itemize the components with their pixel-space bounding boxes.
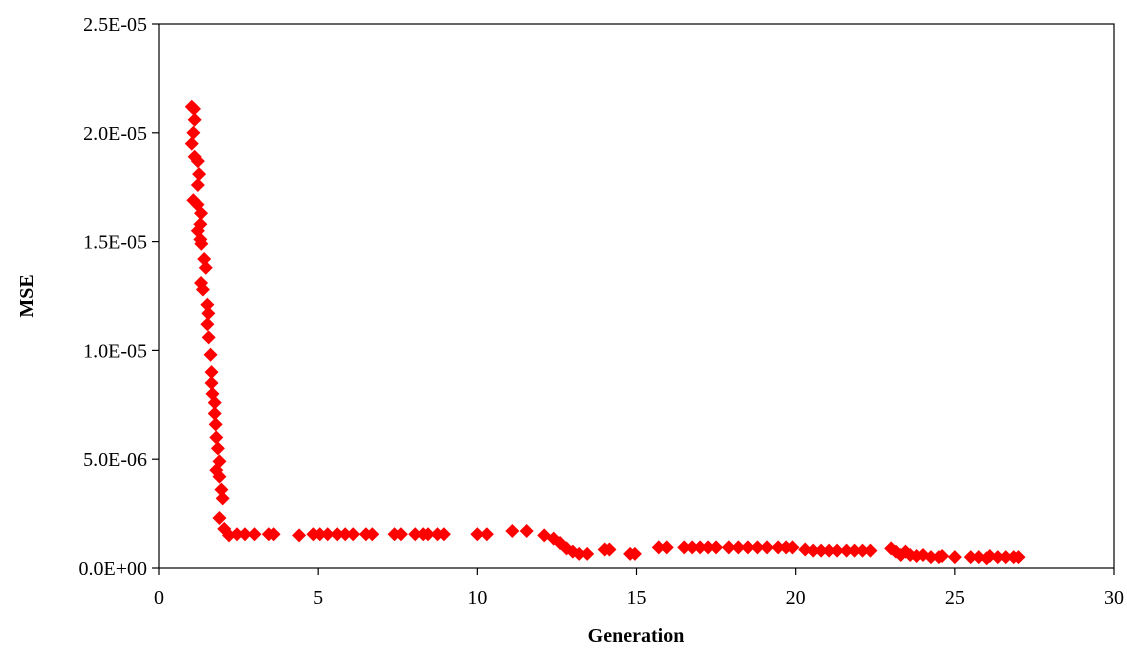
data-point (197, 252, 212, 267)
data-point (338, 527, 353, 542)
data-point (365, 527, 380, 542)
data-point (701, 540, 716, 555)
data-point (436, 527, 451, 542)
data-point (785, 540, 800, 555)
data-point (393, 527, 408, 542)
x-axis: 0 5 10 15 20 25 30 (154, 568, 1124, 609)
y-axis-title: MSE (16, 274, 38, 317)
data-point (198, 260, 213, 275)
data-point (209, 430, 224, 445)
data-point (822, 543, 837, 558)
data-point (204, 365, 219, 380)
data-point (420, 527, 435, 542)
data-point (237, 527, 252, 542)
data-point (470, 527, 485, 542)
data-point (200, 317, 215, 332)
data-point (990, 550, 1005, 565)
data-point (190, 154, 205, 169)
data-point (187, 101, 202, 116)
data-point (215, 491, 230, 506)
data-point (320, 527, 335, 542)
data-point (685, 540, 700, 555)
data-point (572, 546, 587, 561)
data-point (292, 528, 307, 543)
x-tick-label: 30 (1104, 587, 1124, 609)
data-point (201, 306, 216, 321)
data-point (212, 510, 227, 525)
data-point (212, 469, 227, 484)
data-point (312, 527, 327, 542)
data-point (677, 540, 692, 555)
y-tick-label: 1.5E-05 (83, 232, 147, 254)
data-point (731, 540, 746, 555)
x-tick-label: 10 (467, 587, 487, 609)
data-point (847, 543, 862, 558)
y-tick-label: 2.5E-05 (83, 14, 147, 36)
data-point (935, 549, 950, 564)
data-point (505, 524, 520, 539)
data-point (208, 417, 223, 432)
data-point (923, 550, 938, 565)
x-tick-label: 0 (154, 587, 164, 609)
data-point (863, 543, 878, 558)
data-point (709, 540, 724, 555)
data-point (627, 546, 642, 561)
y-tick-label: 1.0E-05 (83, 340, 147, 362)
x-axis-title: Generation (588, 625, 685, 647)
data-point (192, 167, 207, 182)
data-point (602, 542, 617, 557)
data-point (814, 543, 829, 558)
x-tick-label: 25 (945, 587, 965, 609)
data-point (830, 543, 845, 558)
data-point (806, 543, 821, 558)
data-point (479, 527, 494, 542)
x-tick-label: 20 (786, 587, 806, 609)
data-point (839, 543, 854, 558)
data-point (207, 395, 222, 410)
data-point (330, 527, 345, 542)
data-point (214, 482, 229, 497)
data-point (200, 297, 215, 312)
data-points (184, 99, 1026, 566)
data-point (190, 178, 205, 193)
data-point (229, 527, 244, 542)
data-point (760, 540, 775, 555)
data-point (194, 206, 209, 221)
data-point (519, 524, 534, 539)
data-point (1011, 550, 1026, 565)
data-point (693, 540, 708, 555)
data-point (184, 136, 199, 151)
y-axis: 0.0E+00 5.0E-06 1.0E-05 1.5E-05 2.0E-05 2.5E-… (79, 14, 159, 580)
data-point (195, 282, 210, 297)
data-point (740, 540, 755, 555)
y-tick-label: 5.0E-06 (83, 449, 147, 471)
data-point (247, 527, 262, 542)
data-point (266, 527, 281, 542)
data-point (750, 540, 765, 555)
data-point (194, 236, 209, 251)
data-point (659, 540, 674, 555)
data-point (186, 125, 201, 140)
data-point (855, 543, 870, 558)
data-point (201, 330, 216, 345)
data-point (651, 540, 666, 555)
data-point (408, 527, 423, 542)
y-tick-label: 0.0E+00 (79, 558, 148, 580)
data-point (203, 347, 218, 362)
data-point (998, 550, 1013, 565)
data-point (210, 441, 225, 456)
data-point (187, 112, 202, 127)
data-point (204, 376, 219, 391)
data-point (947, 550, 962, 565)
data-point (963, 550, 978, 565)
data-point (721, 540, 736, 555)
x-tick-label: 15 (627, 587, 647, 609)
data-point (580, 546, 595, 561)
data-point (346, 527, 361, 542)
x-tick-label: 5 (313, 587, 323, 609)
data-point (771, 540, 786, 555)
y-tick-label: 2.0E-05 (83, 123, 147, 145)
data-point (207, 406, 222, 421)
